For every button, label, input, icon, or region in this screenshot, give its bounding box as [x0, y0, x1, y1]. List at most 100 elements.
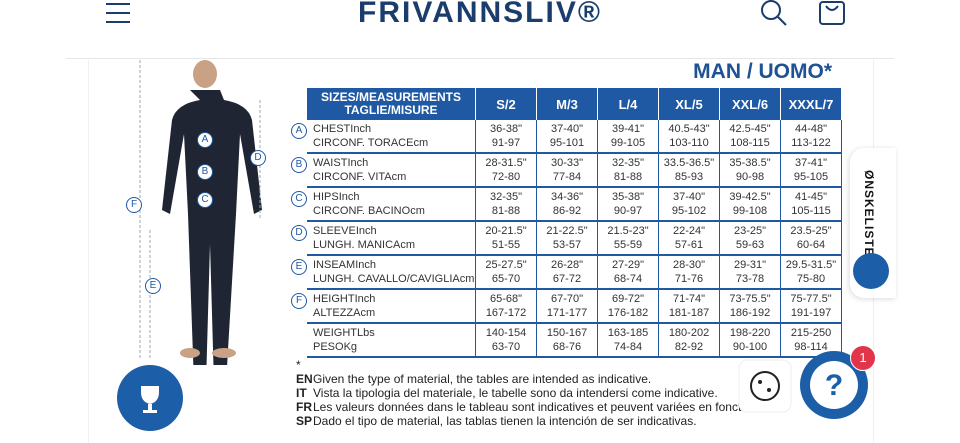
size-value: 23.5-25" — [780, 221, 842, 238]
measure-text: HIPS — [313, 191, 339, 203]
size-value: 75-77.5" — [780, 289, 842, 306]
measure-name: B WAISTInch — [291, 153, 476, 173]
size-value: 26-28" — [536, 255, 598, 272]
size-value: 67-72 — [536, 272, 598, 290]
size-value: 30-33" — [536, 153, 598, 170]
header-text: SIZES/MEASUREMENTS — [320, 90, 461, 104]
unit: Inch — [355, 225, 377, 237]
size-value: 140-154 — [475, 323, 537, 340]
measure-text: CIRCONF. BACINO — [313, 205, 411, 217]
header-label: SIZES/MEASUREMENTS TAGLIE/MISURE — [307, 88, 476, 120]
letter-badge: D — [291, 225, 307, 241]
measure-name: WEIGHTLbs — [307, 323, 476, 340]
size-value: 105-115 — [780, 204, 842, 222]
cookie-button[interactable] — [738, 359, 792, 413]
measure-text: HEIGHT — [313, 293, 355, 305]
size-value: 65-70 — [475, 272, 537, 290]
menu-icon[interactable] — [106, 3, 130, 23]
size-value: 67-70" — [536, 289, 598, 306]
notes: * ENGiven the type of material, the table… — [296, 358, 774, 428]
note-text: Given the type of material, the tables a… — [313, 372, 652, 386]
note-lang: SP — [296, 414, 313, 428]
size-value: 44-48" — [780, 120, 842, 136]
figure-label: B — [197, 164, 213, 180]
size-value: 27-29" — [597, 255, 659, 272]
size-header: M/3 — [536, 88, 598, 120]
letter-badge: C — [291, 191, 307, 207]
size-value: 22-24" — [658, 221, 720, 238]
size-value: 35-38" — [597, 187, 659, 204]
search-icon[interactable] — [761, 0, 787, 26]
size-value: 20-21.5" — [475, 221, 537, 238]
measure-name: PESOKg — [307, 340, 476, 358]
size-header: XXXL/7 — [780, 88, 842, 120]
size-value: 95-102 — [658, 204, 720, 222]
size-value: 215-250 — [780, 323, 842, 340]
size-value: 82-92 — [658, 340, 720, 358]
floating-buttons: ? — [117, 351, 868, 431]
help-button[interactable]: ? — [800, 351, 868, 419]
note-text: Dado el tipo de material, las tablas tie… — [313, 414, 697, 428]
measure-text: LUNGH. CAVALLO/CAVIGLIA — [313, 273, 460, 285]
measure-name: CIRCONF. BACINOcm — [307, 204, 476, 222]
size-value: 77-84 — [536, 170, 598, 188]
size-value: 167-172 — [475, 306, 537, 324]
size-value: 39-42.5" — [719, 187, 781, 204]
size-value: 176-182 — [597, 306, 659, 324]
wishlist-dot[interactable] — [852, 252, 892, 292]
measure-name: A CHESTInch — [291, 120, 476, 139]
size-value: 91-97 — [475, 136, 537, 154]
size-value: 25-27.5" — [475, 255, 537, 272]
measure-name: CIRCONF. TORACEcm — [307, 136, 476, 154]
size-value: 163-185 — [597, 323, 659, 340]
size-value: 74-84 — [597, 340, 659, 358]
note-line: IT Vista la tipologia del materiale, le t… — [296, 386, 774, 400]
measure-name: D SLEEVEInch — [291, 221, 476, 241]
letter-badge: F — [291, 293, 307, 309]
measure-text: WAIST — [313, 157, 348, 169]
wishlist-label[interactable]: ØNSKELISTE — [862, 170, 876, 257]
size-value: 55-59 — [597, 238, 659, 256]
size-value: 108-115 — [719, 136, 781, 154]
size-value: 75-80 — [780, 272, 842, 290]
table-title: MAN / UOMO* — [693, 60, 832, 83]
measure-text: CIRCONF. TORACE — [313, 137, 414, 149]
logo[interactable]: FRIVANNSLIV® — [358, 0, 602, 29]
size-table: SIZES/MEASUREMENTS TAGLIE/MISURE S/2 M/3 L/4… — [291, 88, 842, 358]
unit: Inch — [354, 293, 376, 305]
row: ALTEZZAcm 167-172 171-177 176-182 181-187 186… — [307, 306, 842, 324]
measure-name: CIRCONF. VITAcm — [307, 170, 476, 188]
size-value: 72-80 — [475, 170, 537, 188]
unit: cm — [391, 171, 407, 183]
note-line: SPDado el tipo de material, las tablas t… — [296, 414, 774, 428]
size-value: 181-187 — [658, 306, 720, 324]
size-value: 113-122 — [780, 136, 842, 154]
measure-name: LUNGH. MANICAcm — [307, 238, 476, 256]
size-value: 35-38.5" — [719, 153, 781, 170]
unit: Inch — [355, 259, 376, 271]
size-value: 198-220 — [719, 323, 781, 340]
row: PESOKg 63-70 68-76 74-84 82-92 90-100 98-114 — [307, 340, 842, 358]
rewards-button[interactable] — [117, 365, 183, 431]
unit: Inch — [350, 123, 372, 135]
size-value: 81-88 — [475, 204, 537, 222]
size-value: 29-31" — [719, 255, 781, 272]
size-value: 68-74 — [597, 272, 659, 290]
letter-badge: E — [291, 259, 307, 275]
size-value: 21.5-23" — [597, 221, 659, 238]
size-value: 42.5-45" — [719, 120, 781, 136]
size-value: 85-93 — [658, 170, 720, 188]
cart-icon[interactable] — [819, 1, 845, 25]
note-lang: EN — [296, 372, 313, 386]
size-value: 186-192 — [719, 306, 781, 324]
unit: cm — [410, 205, 425, 217]
size-value: 34-36" — [536, 187, 598, 204]
row: C HIPSInch 32-35" 34-36" 35-38" 37-40" 39-42.5… — [291, 187, 842, 207]
figure-label: C — [197, 192, 213, 208]
row: LUNGH. MANICAcm 51-55 53-57 55-59 57-61 59-63… — [307, 238, 842, 256]
size-value: 51-55 — [475, 238, 537, 256]
note-marker: * — [296, 358, 301, 372]
measure-name: C HIPSInch — [291, 187, 476, 207]
measure-text: INSEAM — [313, 259, 356, 271]
